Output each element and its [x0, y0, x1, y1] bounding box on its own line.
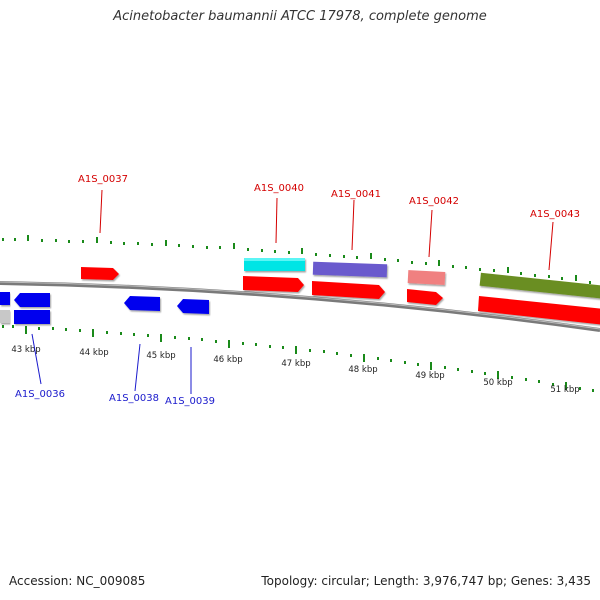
- gene-label-a1s-0042[interactable]: A1S_0042: [409, 196, 459, 207]
- ruler-labels: 43 kbp 44 kbp 45 kbp 46 kbp 47 kbp 48 kb…: [11, 345, 579, 395]
- cds-feature-grey[interactable]: [0, 310, 10, 323]
- gene-arrow-partial[interactable]: [0, 292, 10, 305]
- ruler-label: 46 kbp: [213, 355, 242, 365]
- gene-label-a1s-0038[interactable]: A1S_0038: [109, 393, 159, 404]
- ruler-label: 45 kbp: [146, 351, 175, 361]
- forward-labels: A1S_0037 A1S_0040 A1S_0041 A1S_0042 A1S_…: [78, 174, 580, 220]
- cds-features[interactable]: [0, 258, 600, 323]
- gene-label-a1s-0040[interactable]: A1S_0040: [254, 183, 304, 194]
- gene-label-a1s-0039[interactable]: A1S_0039: [165, 396, 215, 407]
- accession-text: Accession: NC_009085: [9, 574, 146, 588]
- ruler-label: 51 kbp: [550, 385, 579, 395]
- ruler-label: 47 kbp: [281, 359, 310, 369]
- reverse-genes[interactable]: [0, 292, 209, 324]
- forward-label-leaders: [99, 189, 554, 271]
- gene-arrow-a1s-0041[interactable]: [312, 281, 385, 299]
- ruler-label: 43 kbp: [11, 345, 40, 355]
- reverse-label-leaders: [31, 333, 192, 394]
- ruler-label: 50 kbp: [483, 378, 512, 388]
- reverse-labels: A1S_0036 A1S_0038 A1S_0039: [15, 389, 215, 407]
- ruler-label: 49 kbp: [415, 371, 444, 381]
- cds-feature-purple[interactable]: [312, 261, 388, 278]
- cds-feature-pink[interactable]: [407, 270, 446, 285]
- gene-arrow-a1s-0037[interactable]: [81, 267, 119, 280]
- ruler-label: 44 kbp: [79, 348, 108, 358]
- forward-genes[interactable]: [81, 267, 600, 325]
- gene-label-a1s-0036[interactable]: A1S_0036: [15, 389, 65, 400]
- gene-arrow-a1s-0036[interactable]: [14, 310, 50, 324]
- gene-arrow-a1s-0038[interactable]: [124, 296, 160, 311]
- cds-feature-olive[interactable]: [479, 272, 600, 299]
- gene-arrow-a1s-0040[interactable]: [243, 276, 304, 292]
- gene-arrow-a1s-0036-upper[interactable]: [14, 293, 50, 307]
- ruler-tick-arc: [2, 325, 594, 392]
- ruler-label: 48 kbp: [348, 365, 377, 375]
- gene-arrow-a1s-0039[interactable]: [177, 299, 209, 314]
- genome-info-text: Topology: circular; Length: 3,976,747 bp…: [261, 574, 591, 588]
- cds-feature-cyan[interactable]: [244, 258, 305, 271]
- genome-backbone: [0, 281, 600, 332]
- gene-arrow-a1s-0043[interactable]: [478, 296, 600, 325]
- gene-label-a1s-0043[interactable]: A1S_0043: [530, 209, 580, 220]
- gene-arrow-a1s-0042[interactable]: [407, 289, 443, 305]
- genome-title: Acinetobacter baumannii ATCC 17978, comp…: [113, 9, 487, 24]
- forward-tick-arc: [2, 235, 591, 284]
- gene-label-a1s-0041[interactable]: A1S_0041: [331, 189, 381, 200]
- gene-label-a1s-0037[interactable]: A1S_0037: [78, 174, 128, 185]
